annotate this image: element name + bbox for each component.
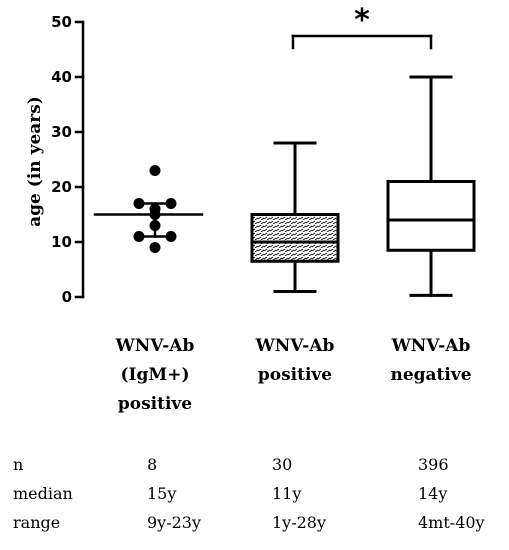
- stats-cell: 1y-28y: [272, 513, 327, 532]
- data-point: [149, 165, 161, 176]
- stats-label: n: [13, 455, 24, 474]
- significance-star: *: [354, 3, 370, 38]
- category-label: WNV-Ab: [255, 336, 335, 356]
- box: [386, 180, 476, 252]
- stats-cell: 9y-23y: [147, 513, 202, 532]
- stats-cell: 14y: [418, 484, 448, 503]
- data-point: [133, 231, 145, 242]
- stats-cell: 8: [147, 455, 158, 474]
- stats-table: n 8 30 396 median 15y 11y 14y range 9y-2…: [0, 455, 509, 542]
- stats-cell: 30: [272, 455, 293, 474]
- data-point: [165, 198, 177, 209]
- data-point: [133, 198, 145, 209]
- stats-cell: 15y: [147, 484, 177, 503]
- category-label: positive: [258, 365, 332, 385]
- y-tick-label: 20: [51, 178, 72, 196]
- data-point: [165, 231, 177, 242]
- y-tick-label: 0: [62, 288, 72, 306]
- y-tick-label: 30: [51, 123, 72, 141]
- stats-cell: 396: [418, 455, 449, 474]
- stats-label: range: [13, 513, 61, 532]
- data-point: [149, 242, 161, 253]
- stats-cell: 11y: [272, 484, 302, 503]
- stats-label: median: [13, 484, 73, 503]
- stats-row-n: n 8 30 396: [0, 455, 509, 484]
- category-label: (IgM+): [121, 365, 190, 385]
- y-tick-label: 50: [51, 13, 72, 31]
- category-label: WNV-Ab: [391, 336, 471, 356]
- y-axis-title: age (in years): [25, 96, 45, 227]
- stats-cell: 4mt-40y: [418, 513, 485, 532]
- box-plot-chart: 0 10 20 30 40 50 age (in years) * WNV-Ab (IgM+) po…: [25, 3, 476, 414]
- box: [250, 213, 340, 263]
- stats-row-median: median 15y 11y 14y: [0, 484, 509, 513]
- category-label: negative: [390, 365, 471, 385]
- y-tick-label: 40: [51, 68, 72, 86]
- category-label: positive: [118, 394, 192, 414]
- data-point: [149, 220, 161, 231]
- category-label: WNV-Ab: [115, 336, 195, 356]
- stats-row-range: range 9y-23y 1y-28y 4mt-40y: [0, 513, 509, 542]
- y-tick-label: 10: [51, 233, 72, 251]
